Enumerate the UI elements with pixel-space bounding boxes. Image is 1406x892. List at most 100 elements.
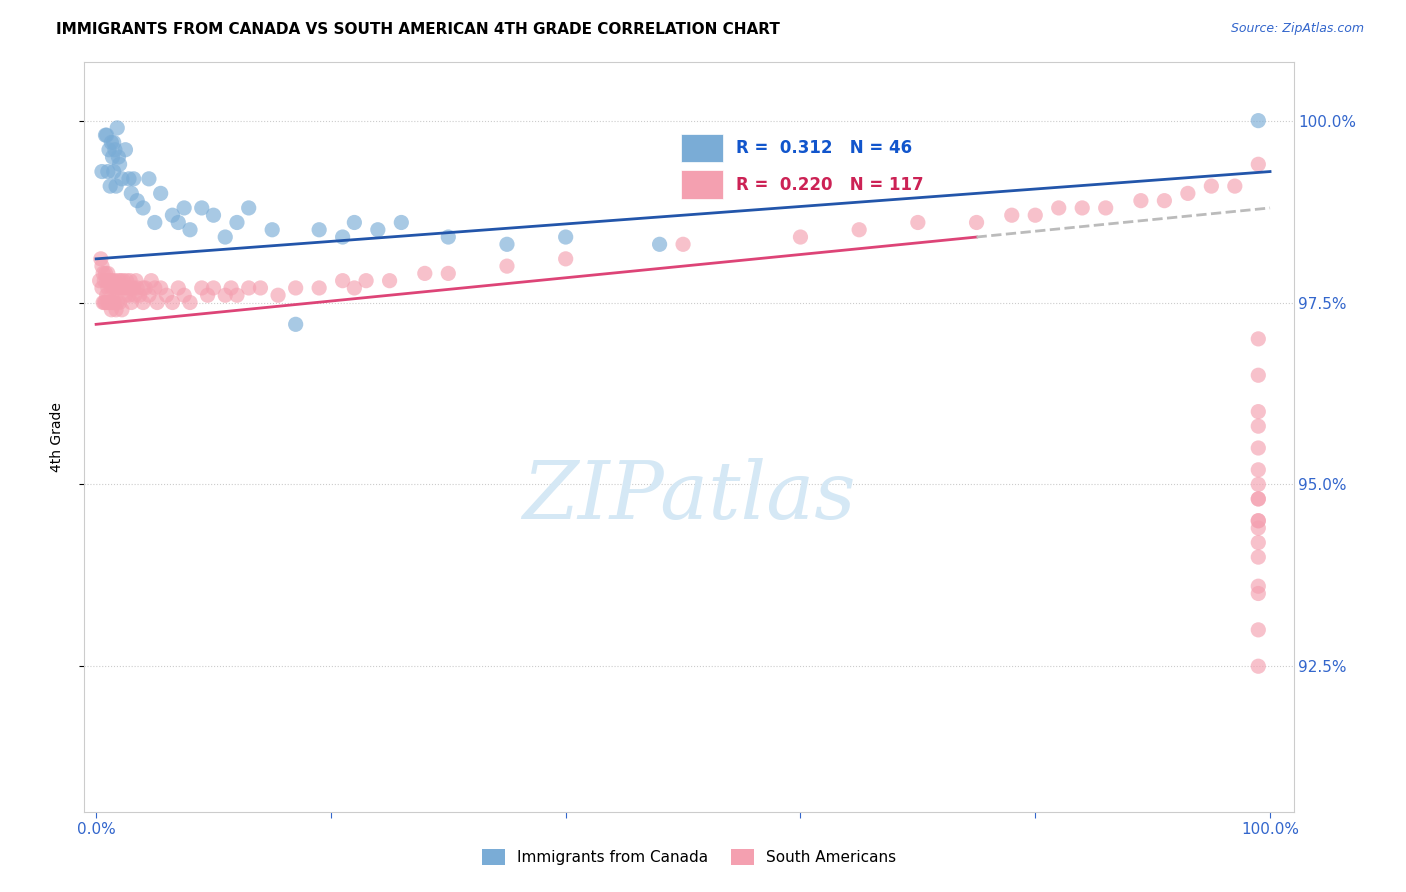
Y-axis label: 4th Grade: 4th Grade: [49, 402, 63, 472]
Point: [115, 274, 138, 288]
FancyBboxPatch shape: [681, 134, 724, 162]
Point: [146, 295, 169, 310]
Point: [226, 215, 249, 229]
Point: [100, 281, 122, 295]
Point: [112, 274, 135, 288]
Point: [173, 201, 195, 215]
Point: [134, 281, 156, 295]
Point: [103, 136, 125, 150]
Point: [143, 215, 166, 229]
Point: [96, 288, 118, 302]
Point: [98, 295, 121, 310]
Point: [648, 237, 671, 252]
Point: [128, 288, 150, 302]
Point: [1129, 194, 1152, 208]
Point: [127, 194, 149, 208]
Point: [238, 281, 260, 295]
Point: [308, 281, 330, 295]
Point: [554, 230, 576, 244]
Point: [343, 281, 366, 295]
Point: [1247, 623, 1270, 637]
Point: [262, 223, 284, 237]
Point: [110, 274, 132, 288]
Point: [122, 171, 145, 186]
Text: R =  0.220   N = 117: R = 0.220 N = 117: [735, 176, 924, 194]
Point: [1024, 208, 1046, 222]
FancyBboxPatch shape: [681, 170, 724, 199]
Point: [97, 295, 120, 310]
Point: [284, 318, 307, 332]
Point: [103, 164, 125, 178]
Point: [124, 288, 146, 302]
Point: [1247, 463, 1270, 477]
Point: [125, 274, 148, 288]
Point: [105, 281, 128, 295]
Point: [132, 295, 155, 310]
Point: [94, 267, 117, 281]
Point: [96, 128, 118, 143]
Point: [141, 274, 163, 288]
Point: [118, 171, 141, 186]
Point: [1247, 514, 1270, 528]
Point: [1247, 419, 1270, 434]
Point: [672, 237, 695, 252]
Point: [100, 136, 122, 150]
Point: [1247, 491, 1270, 506]
Point: [93, 274, 115, 288]
Point: [127, 281, 149, 295]
Point: [111, 281, 134, 295]
Point: [103, 281, 125, 295]
Point: [907, 215, 929, 229]
Point: [91, 259, 114, 273]
Legend: Immigrants from Canada, South Americans: Immigrants from Canada, South Americans: [475, 843, 903, 871]
Point: [848, 223, 870, 237]
Point: [238, 201, 260, 215]
Point: [108, 157, 131, 171]
Point: [111, 171, 134, 186]
Point: [1247, 477, 1270, 491]
Point: [1247, 441, 1270, 455]
Point: [100, 302, 122, 317]
Point: [413, 267, 436, 281]
Point: [98, 295, 121, 310]
Point: [91, 281, 114, 295]
Point: [108, 295, 131, 310]
Point: [138, 288, 160, 302]
Point: [437, 267, 460, 281]
Point: [104, 274, 127, 288]
Point: [162, 208, 184, 222]
Point: [114, 143, 136, 157]
Point: [98, 179, 121, 194]
Point: [101, 295, 124, 310]
Point: [167, 215, 190, 229]
Point: [107, 150, 129, 164]
Point: [179, 295, 201, 310]
Text: ZIPatlas: ZIPatlas: [522, 458, 856, 536]
Point: [1153, 194, 1175, 208]
Point: [90, 252, 112, 266]
Point: [120, 281, 142, 295]
Point: [202, 281, 225, 295]
Point: [138, 171, 160, 186]
Point: [105, 281, 128, 295]
Point: [114, 288, 136, 302]
Point: [162, 295, 184, 310]
Point: [389, 215, 412, 229]
Point: [104, 143, 127, 157]
Point: [132, 201, 155, 215]
Point: [149, 186, 172, 201]
Point: [1247, 491, 1270, 506]
Point: [367, 223, 389, 237]
Point: [1001, 208, 1024, 222]
Point: [94, 128, 117, 143]
Point: [118, 288, 141, 302]
Point: [1247, 550, 1270, 565]
Point: [1047, 201, 1070, 215]
Point: [96, 274, 118, 288]
Point: [91, 295, 114, 310]
Point: [167, 281, 190, 295]
Point: [1223, 179, 1246, 194]
Point: [111, 302, 134, 317]
Point: [105, 302, 128, 317]
Point: [308, 223, 330, 237]
